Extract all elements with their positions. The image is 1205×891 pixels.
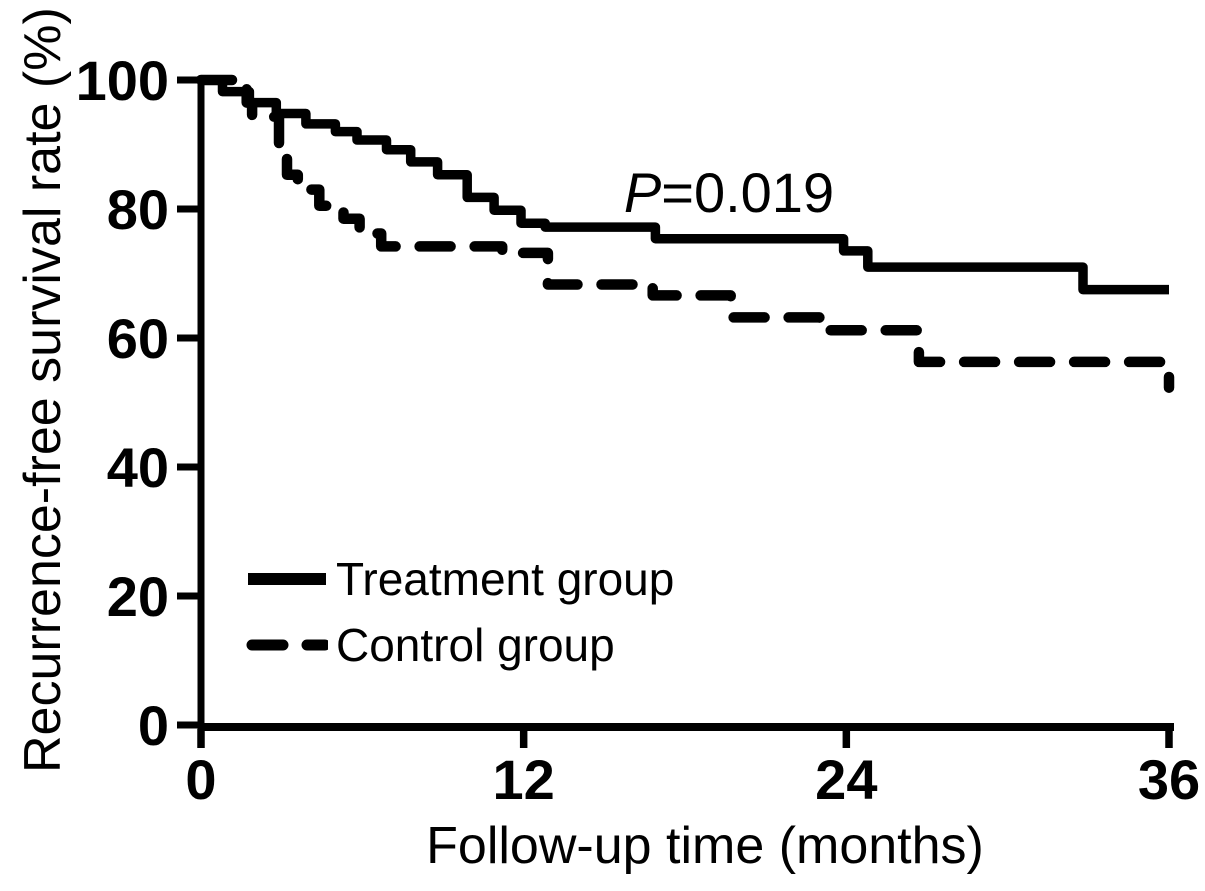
p-value-text: =0.019: [661, 161, 835, 224]
p-value-annotation: P=0.019: [596, 160, 862, 225]
x-tick-label: 12: [493, 748, 555, 811]
treatment-group-curve: [201, 75, 1169, 295]
solid-line-sample: [248, 573, 326, 585]
legend-label-treatment: Treatment group: [336, 553, 675, 605]
y-tick-label: 40: [107, 436, 169, 499]
x-tick-label: 0: [185, 748, 216, 811]
x-tick-label: 36: [1138, 748, 1200, 811]
y-tick-label: 20: [107, 565, 169, 628]
y-tick-label: 0: [138, 694, 169, 757]
control-group-curve: [195, 74, 1175, 393]
y-tick-label: 80: [107, 178, 169, 241]
x-tick-label: 24: [815, 748, 877, 811]
x-axis-title: Follow-up time (months): [426, 817, 984, 875]
p-symbol: P: [623, 161, 662, 224]
dashed-line-sample: [246, 639, 328, 651]
legend-row-treatment: Treatment group: [246, 551, 674, 607]
y-axis-title: Recurrence-free survival rate (%): [14, 7, 72, 773]
legend-row-control: Control group: [246, 617, 674, 673]
y-tick-label: 60: [107, 307, 169, 370]
legend: Treatment group Control group: [246, 551, 674, 673]
y-tick-label: 100: [76, 49, 169, 112]
legend-label-control: Control group: [336, 619, 615, 671]
